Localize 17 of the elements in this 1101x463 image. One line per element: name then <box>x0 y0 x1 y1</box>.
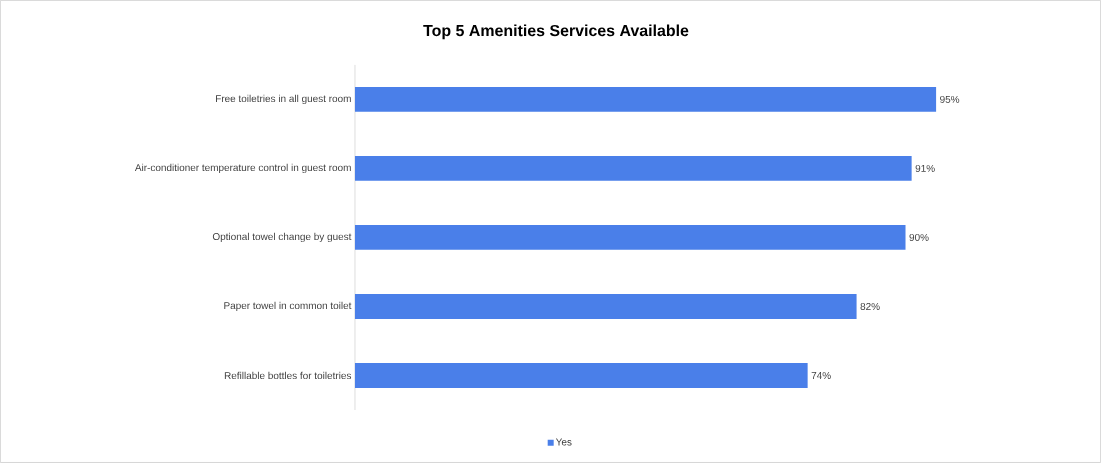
y-tick-label: Refillable bottles for toiletries <box>224 371 352 380</box>
bar <box>354 294 857 319</box>
data-label: 90% <box>909 233 929 242</box>
bar <box>354 156 912 181</box>
bar <box>354 363 808 388</box>
y-tick-label: Air-conditioner temperature control in guest room <box>134 163 351 174</box>
y-tick-label: Optional towel change by guest <box>212 232 352 243</box>
y-tick-label: Paper towel in common toilet <box>224 301 352 312</box>
chart-title: Top 5 Amenities Services Available <box>423 24 689 40</box>
bar <box>354 87 937 112</box>
legend-label: Yes <box>555 438 572 446</box>
bar <box>354 225 906 250</box>
y-tick-label: Free toiletries in all guest room <box>216 94 351 105</box>
data-label: 82% <box>860 302 880 311</box>
data-label: 74% <box>811 372 831 380</box>
data-label: 95% <box>940 95 960 104</box>
data-label: 91% <box>915 164 935 173</box>
